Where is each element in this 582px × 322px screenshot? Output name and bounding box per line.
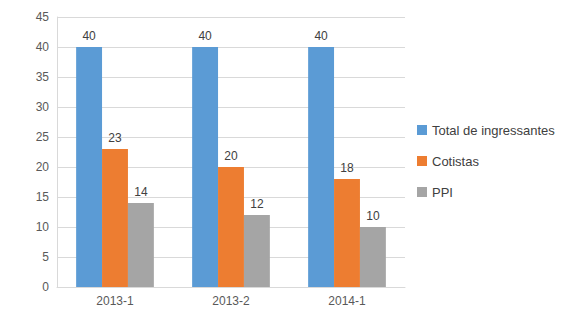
- svg-text:25: 25: [36, 130, 50, 144]
- svg-text:20: 20: [36, 160, 50, 174]
- svg-text:5: 5: [42, 250, 49, 264]
- svg-text:10: 10: [36, 220, 50, 234]
- svg-text:2013-2: 2013-2: [212, 294, 250, 308]
- svg-text:35: 35: [36, 70, 50, 84]
- svg-text:Total de ingressantes: Total de ingressantes: [432, 123, 555, 138]
- svg-text:40: 40: [314, 29, 328, 43]
- svg-text:18: 18: [340, 161, 354, 175]
- svg-text:40: 40: [198, 29, 212, 43]
- svg-text:40: 40: [82, 29, 96, 43]
- svg-text:PPI: PPI: [432, 185, 453, 200]
- svg-text:23: 23: [108, 131, 122, 145]
- svg-text:30: 30: [36, 100, 50, 114]
- svg-text:2013-1: 2013-1: [96, 294, 134, 308]
- svg-text:Cotistas: Cotistas: [432, 154, 479, 169]
- svg-text:0: 0: [42, 280, 49, 294]
- svg-text:2014-1: 2014-1: [328, 294, 366, 308]
- svg-text:15: 15: [36, 190, 50, 204]
- svg-text:45: 45: [36, 10, 50, 24]
- svg-text:12: 12: [250, 197, 264, 211]
- svg-text:14: 14: [134, 185, 148, 199]
- svg-text:10: 10: [366, 209, 380, 223]
- svg-text:20: 20: [224, 149, 238, 163]
- svg-text:40: 40: [36, 40, 50, 54]
